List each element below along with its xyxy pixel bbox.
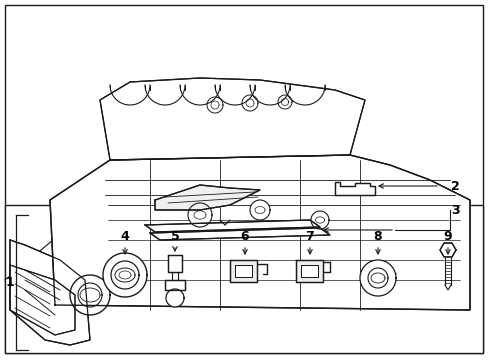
Text: 6: 6	[241, 230, 249, 243]
Polygon shape	[242, 95, 258, 111]
Polygon shape	[311, 211, 329, 229]
Polygon shape	[188, 203, 212, 227]
Polygon shape	[111, 261, 139, 289]
Polygon shape	[235, 265, 252, 277]
Polygon shape	[168, 255, 182, 272]
Polygon shape	[78, 283, 102, 307]
Polygon shape	[207, 97, 223, 113]
Polygon shape	[165, 280, 185, 290]
Polygon shape	[301, 265, 318, 277]
Polygon shape	[230, 260, 257, 282]
Polygon shape	[100, 78, 365, 160]
Polygon shape	[155, 185, 260, 210]
Text: 9: 9	[443, 230, 452, 243]
Text: 2: 2	[451, 180, 459, 193]
Polygon shape	[145, 220, 320, 232]
Polygon shape	[335, 182, 375, 195]
Bar	[5, 205, 483, 353]
Polygon shape	[360, 260, 396, 296]
Polygon shape	[440, 243, 456, 257]
Polygon shape	[70, 275, 110, 315]
Polygon shape	[250, 200, 270, 220]
Text: 4: 4	[121, 230, 129, 243]
Text: 7: 7	[306, 230, 315, 243]
Text: 3: 3	[451, 203, 459, 216]
Text: 8: 8	[374, 230, 382, 243]
Polygon shape	[50, 155, 470, 310]
Polygon shape	[103, 253, 147, 297]
Polygon shape	[10, 240, 90, 345]
Polygon shape	[10, 265, 75, 335]
Text: 5: 5	[171, 230, 179, 243]
Polygon shape	[278, 95, 292, 109]
Polygon shape	[150, 228, 330, 240]
Polygon shape	[296, 260, 323, 282]
Polygon shape	[368, 268, 388, 288]
Polygon shape	[166, 289, 184, 307]
Text: 1: 1	[5, 275, 14, 288]
